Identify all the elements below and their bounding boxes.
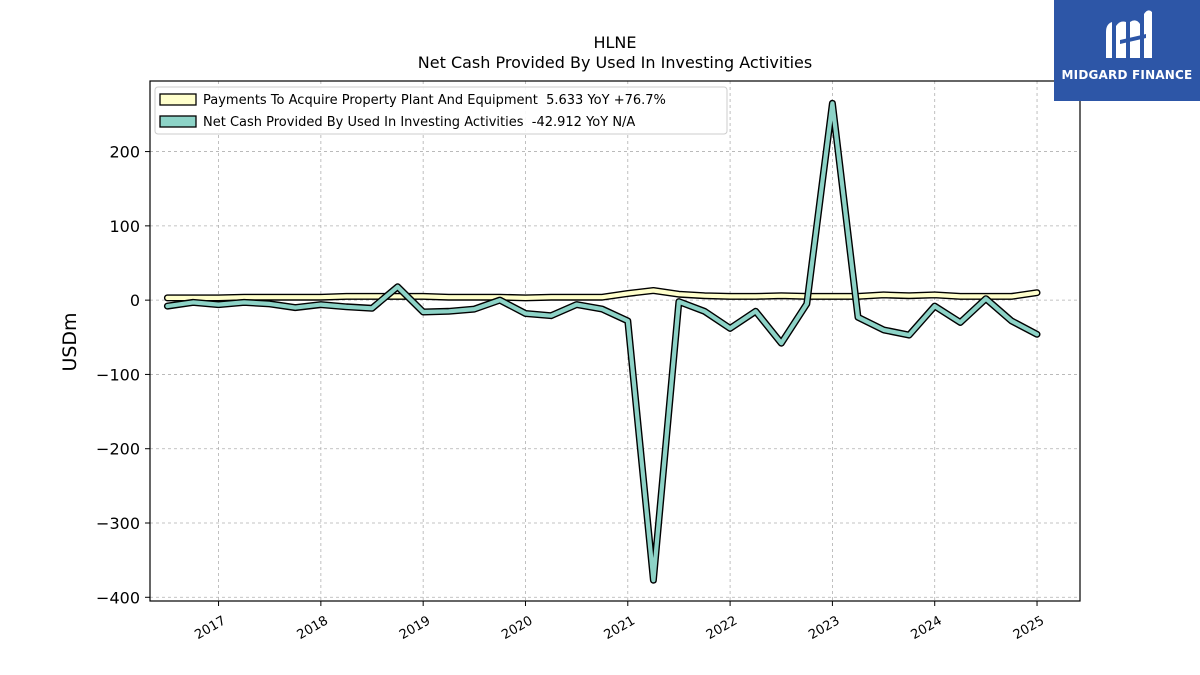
axis-ticks: 200 100 0 −100 −200 −300 −400 2017 2018 2019 2020 2… [96,143,1047,643]
grid-lines [150,81,1080,601]
y-tick-label: 0 [130,291,140,310]
x-tick-label: 2020 [499,613,535,643]
y-tick-label: 200 [109,143,140,162]
x-tick-label: 2022 [704,613,740,643]
x-tick-label: 2024 [909,613,945,643]
y-axis-label: USDm [59,312,81,371]
legend-swatch-series-1 [159,115,197,128]
chart-subtitle: Net Cash Provided By Used In Investing A… [418,53,812,72]
series-0-line [165,288,1040,300]
x-tick-label: 2023 [806,613,842,643]
y-tick-label: −200 [96,440,140,459]
logo-text: MIDGARD FINANCE [1061,68,1193,82]
series-lines [163,99,1041,584]
legend-box [154,86,728,135]
x-tick-label: 2017 [192,613,228,643]
logo-mark-icon [1106,10,1152,58]
x-tick-label: 2018 [295,613,331,643]
x-tick-label: 2019 [397,613,433,643]
y-tick-label: −100 [96,365,140,384]
legend-label-series-1: Net Cash Provided By Used In Investing A… [203,115,635,130]
midgard-finance-logo: MIDGARD FINANCE [1054,0,1200,101]
y-tick-label: 100 [109,217,140,236]
x-tick-label: 2025 [1011,613,1047,643]
x-tick-label: 2021 [602,613,638,643]
series-1-outline [163,99,1041,584]
y-tick-label: −400 [96,588,140,607]
plot-frame [149,80,1081,602]
legend-swatch-series-0 [159,93,197,106]
y-tick-label: −300 [96,514,140,533]
series-1-line [165,101,1040,583]
chart-title: HLNE [593,33,636,52]
legend-label-series-0: Payments To Acquire Property Plant And E… [203,93,666,108]
legend: Payments To Acquire Property Plant And E… [154,86,728,135]
